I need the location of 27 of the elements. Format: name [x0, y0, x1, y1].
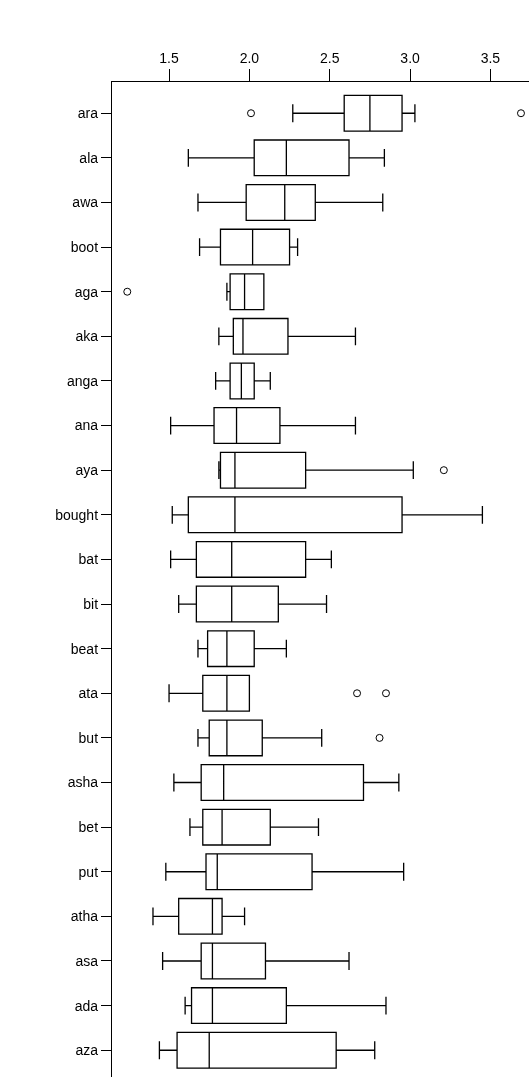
x-tick-label: 2.0	[239, 50, 260, 67]
y-tick-label: bought	[55, 506, 99, 523]
y-tick-label: aza	[75, 1042, 99, 1059]
y-tick-label: ata	[78, 685, 99, 702]
y-tick-label: put	[78, 863, 99, 880]
y-tick-label: bat	[78, 551, 99, 568]
x-tick-label: 3.0	[400, 50, 421, 67]
x-tick-label: 1.5	[159, 50, 179, 67]
y-tick-label: boot	[70, 238, 99, 255]
y-tick-label: bet	[78, 819, 99, 836]
y-tick-label: ada	[74, 997, 99, 1014]
y-tick-label: asa	[75, 952, 99, 969]
y-tick-label: aya	[75, 462, 99, 479]
y-tick-label: ara	[77, 105, 99, 122]
y-tick-label: bit	[83, 595, 99, 612]
y-tick-label: anga	[66, 372, 99, 389]
y-tick-label: awa	[72, 194, 99, 211]
x-tick-label: 3.5	[480, 50, 501, 67]
y-tick-label: ala	[79, 149, 99, 166]
y-tick-label: aga	[74, 283, 99, 300]
y-tick-label: ana	[74, 417, 99, 434]
y-tick-label: asha	[67, 774, 99, 791]
y-tick-label: beat	[70, 640, 99, 657]
y-tick-label: but	[78, 729, 99, 746]
x-tick-label: 2.5	[320, 50, 340, 67]
y-tick-label: atha	[70, 908, 99, 925]
y-tick-label: aka	[75, 328, 99, 345]
